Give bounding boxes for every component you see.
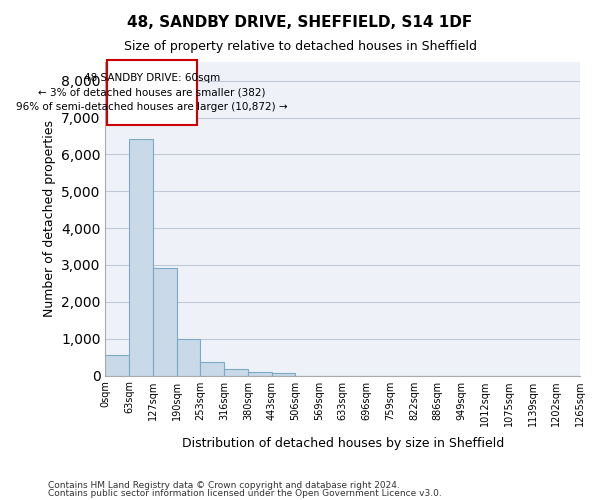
Bar [224,370,248,376]
Text: 48 SANDBY DRIVE: 60sqm
← 3% of detached houses are smaller (382)
96% of semi-det: 48 SANDBY DRIVE: 60sqm ← 3% of detached … [16,73,287,112]
Bar [129,138,153,376]
Text: Size of property relative to detached houses in Sheffield: Size of property relative to detached ho… [124,40,476,53]
FancyBboxPatch shape [107,60,197,125]
Text: Contains HM Land Registry data © Crown copyright and database right 2024.: Contains HM Land Registry data © Crown c… [48,481,400,490]
Bar [106,354,129,376]
Bar [248,372,272,376]
Bar [176,339,200,376]
Text: Contains public sector information licensed under the Open Government Licence v3: Contains public sector information licen… [48,488,442,498]
Bar [200,362,224,376]
Bar [272,373,295,376]
Text: 48, SANDBY DRIVE, SHEFFIELD, S14 1DF: 48, SANDBY DRIVE, SHEFFIELD, S14 1DF [127,15,473,30]
Bar [153,268,176,376]
X-axis label: Distribution of detached houses by size in Sheffield: Distribution of detached houses by size … [182,437,504,450]
Y-axis label: Number of detached properties: Number of detached properties [43,120,56,318]
